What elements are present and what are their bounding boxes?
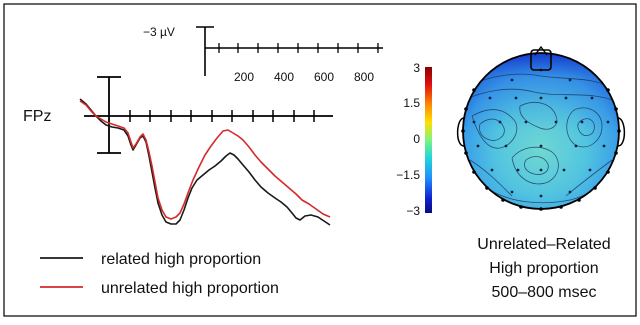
colorbar-tick: 3 [413, 61, 420, 75]
fpz-marker [530, 49, 552, 71]
right-ear [617, 117, 626, 147]
topo-map [456, 45, 626, 211]
time-tick-label: 200 [234, 70, 254, 84]
electrode-dots [472, 68, 610, 198]
colorbar-gradient [425, 67, 432, 213]
rim-electrodes [461, 88, 621, 211]
figure-border [3, 3, 637, 317]
legend: related high proportion unrelated high p… [40, 251, 279, 297]
time-tick-label: 400 [274, 70, 294, 84]
legend-item-related: related high proportion [40, 251, 261, 268]
colorbar-tick: 1.5 [403, 96, 420, 110]
colorbar-tick: 0 [413, 132, 420, 146]
legend-item-unrelated: unrelated high proportion [40, 280, 279, 297]
nose-icon [534, 45, 548, 56]
topo-caption: Unrelated–Related High proportion 500–80… [477, 236, 610, 301]
caption-line: High proportion [489, 260, 598, 277]
related-waveform [79, 98, 331, 226]
colorbar-tick: −3 [406, 204, 420, 218]
caption-line: 500–800 msec [492, 284, 597, 301]
colorbar: 3 1.5 0 −1.5 −3 [396, 61, 432, 218]
time-tick-label: 800 [354, 70, 374, 84]
electrode-label: FPz [23, 108, 51, 125]
amplitude-label: −3 µV [143, 25, 175, 39]
caption-line: Unrelated–Related [477, 236, 610, 253]
unrelated-waveform [79, 100, 331, 220]
erp-axes: FPz [23, 76, 333, 154]
colorbar-tick: −1.5 [396, 168, 420, 182]
scale-bar: −3 µV 200 400 600 800 [143, 25, 383, 84]
time-tick-label: 600 [314, 70, 334, 84]
left-ear [456, 117, 465, 147]
legend-label: unrelated high proportion [101, 280, 279, 297]
legend-label: related high proportion [101, 251, 261, 268]
